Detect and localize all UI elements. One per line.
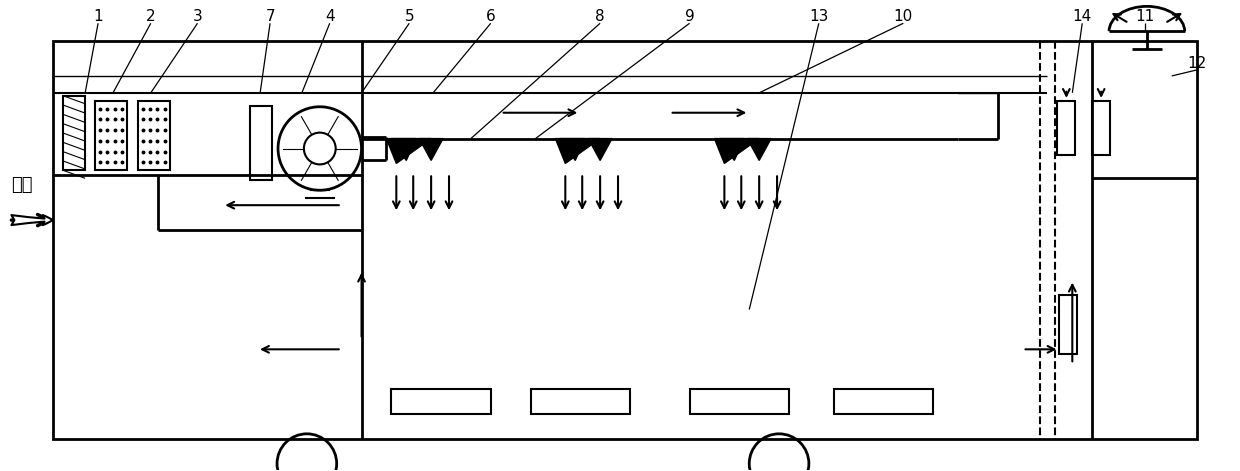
- Text: 7: 7: [265, 9, 275, 24]
- Text: 12: 12: [1187, 56, 1207, 71]
- Bar: [95, 101, 126, 171]
- Bar: [392, 389, 491, 414]
- Polygon shape: [719, 138, 744, 161]
- Text: 9: 9: [684, 9, 694, 24]
- Bar: [53, 41, 1197, 439]
- Text: 5: 5: [404, 9, 414, 24]
- Bar: [63, 96, 86, 171]
- Text: 3: 3: [192, 9, 202, 24]
- Polygon shape: [560, 138, 585, 161]
- Bar: [250, 106, 272, 180]
- Bar: [833, 389, 934, 414]
- Text: 13: 13: [810, 9, 828, 24]
- Text: 11: 11: [1136, 9, 1154, 24]
- Polygon shape: [419, 138, 443, 161]
- Bar: [689, 389, 789, 414]
- Polygon shape: [387, 138, 432, 163]
- Text: 10: 10: [894, 9, 913, 24]
- Text: 新风: 新风: [11, 176, 33, 195]
- Bar: [1059, 295, 1078, 354]
- Text: 4: 4: [325, 9, 335, 24]
- Text: 8: 8: [595, 9, 605, 24]
- Text: 6: 6: [486, 9, 496, 24]
- Text: 14: 14: [1073, 9, 1092, 24]
- Circle shape: [304, 133, 336, 164]
- Bar: [531, 389, 630, 414]
- Polygon shape: [392, 138, 417, 161]
- Polygon shape: [748, 138, 771, 161]
- Circle shape: [278, 107, 362, 190]
- Text: 1: 1: [93, 9, 103, 24]
- Bar: [1058, 101, 1075, 155]
- Bar: [1092, 101, 1110, 155]
- Polygon shape: [588, 138, 613, 161]
- Polygon shape: [556, 138, 600, 163]
- Text: 2: 2: [146, 9, 155, 24]
- Polygon shape: [714, 138, 759, 163]
- Bar: [138, 101, 170, 171]
